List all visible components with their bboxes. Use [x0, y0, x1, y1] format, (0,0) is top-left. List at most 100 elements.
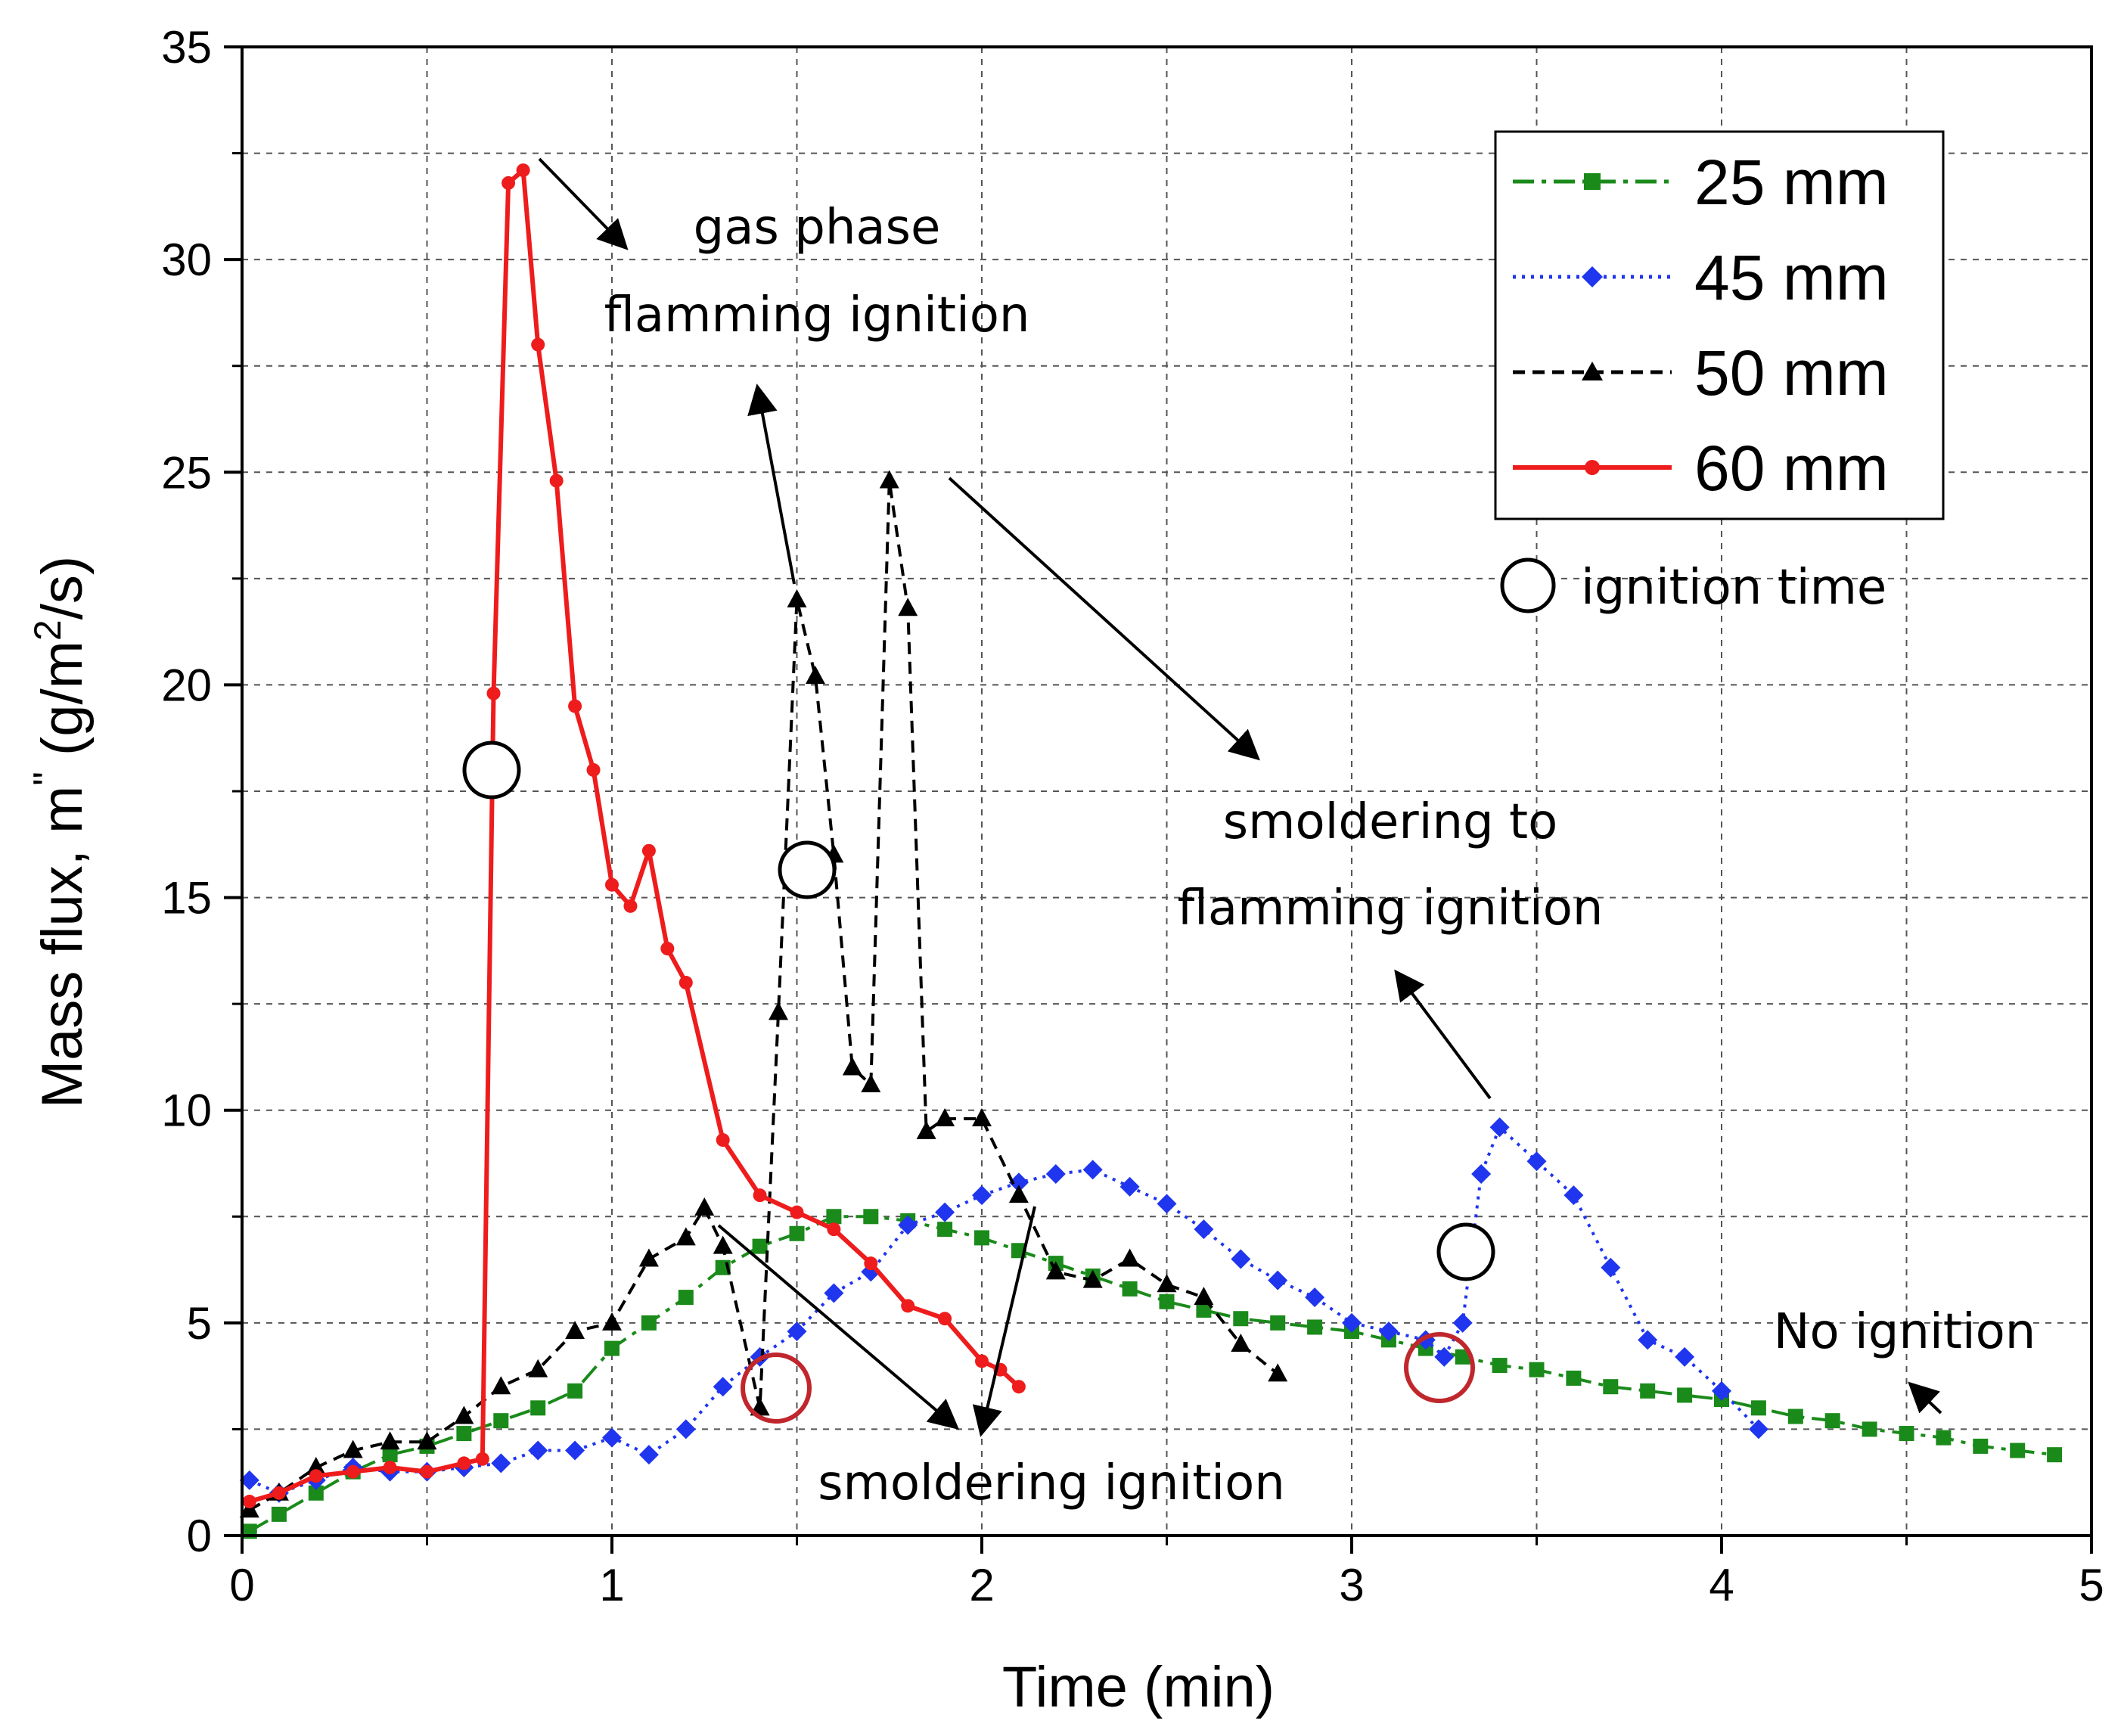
point-60mm: [383, 1461, 397, 1475]
legend-label-50mm: 50 mm: [1694, 337, 1889, 408]
point-60mm: [790, 1205, 804, 1219]
point-45mm: [1082, 1160, 1103, 1180]
y-axis-title-unit-close: /s): [30, 556, 95, 620]
point-60mm: [678, 976, 693, 990]
point-45mm: [1045, 1164, 1066, 1185]
y-axis-title-prime: ": [26, 772, 70, 785]
y-axis-title: Mass flux, m" (g/m2/s): [26, 556, 95, 1108]
ignition-circle-60mm: [462, 741, 521, 800]
point-60mm: [901, 1299, 915, 1313]
series-line-45mm: [248, 1126, 1760, 1495]
point-50mm: [1045, 1261, 1066, 1280]
point-25mm: [1824, 1413, 1840, 1429]
point-25mm: [1973, 1438, 1989, 1454]
point-45mm: [1342, 1312, 1362, 1333]
point-60mm: [586, 762, 601, 777]
legend-marker-25mm: [1584, 173, 1601, 190]
point-50mm: [602, 1312, 622, 1331]
y-tick-label: 30: [161, 234, 212, 285]
arrow-smoldering-to-1: [948, 477, 1260, 761]
point-50mm: [1008, 1185, 1029, 1203]
point-45mm: [1008, 1172, 1029, 1193]
point-45mm: [1194, 1219, 1214, 1240]
point-45mm: [1119, 1176, 1140, 1197]
point-25mm: [1640, 1383, 1656, 1399]
point-45mm: [528, 1440, 548, 1461]
x-tick-label: 2: [969, 1560, 994, 1610]
point-45mm: [1712, 1380, 1731, 1401]
x-tick-label: 3: [1339, 1560, 1364, 1610]
point-50mm: [769, 1002, 789, 1020]
point-50mm: [972, 1107, 992, 1126]
point-45mm: [1489, 1117, 1510, 1138]
y-tick-label: 20: [161, 660, 212, 710]
point-25mm: [1270, 1315, 1286, 1331]
point-25mm: [1750, 1400, 1766, 1416]
point-50mm: [713, 1235, 733, 1254]
point-25mm: [567, 1383, 583, 1399]
point-60mm: [549, 474, 564, 488]
x-tick-label: 5: [2079, 1560, 2104, 1610]
series-line-50mm: [248, 479, 1279, 1511]
ticks: 0 1 2 3 4 5 0 5 10 15 20 25 30 35: [161, 22, 2104, 1610]
arrow-smoldering-to-2: [1394, 969, 1492, 1100]
point-45mm: [972, 1185, 992, 1206]
point-50mm: [675, 1227, 696, 1246]
y-tick-label: 35: [161, 22, 212, 73]
y-tick-label: 25: [161, 447, 212, 498]
point-25mm: [382, 1447, 398, 1463]
annot-gas-phase-1: gas phase: [694, 200, 941, 256]
annot-gas-phase-2: flamming ignition: [604, 287, 1030, 343]
ignition-circle-50mm: [778, 840, 837, 899]
legend-marker-60mm: [1585, 460, 1600, 475]
point-25mm: [530, 1400, 546, 1416]
point-25mm: [604, 1340, 620, 1356]
annot-smoldering-to-1: smoldering to: [1223, 794, 1558, 850]
y-tick-label: 15: [161, 873, 212, 924]
legend-box: [1494, 130, 1945, 520]
point-45mm: [1452, 1312, 1473, 1333]
point-25mm: [678, 1290, 694, 1306]
point-45mm: [1378, 1321, 1399, 1342]
point-45mm: [565, 1440, 585, 1461]
arrow-no-ignition: [1908, 1381, 1942, 1415]
point-50mm: [417, 1431, 437, 1450]
point-25mm: [1787, 1408, 1803, 1424]
point-50mm: [306, 1457, 326, 1476]
ignition-time-legend-circle: [1500, 557, 1556, 613]
point-50mm: [842, 1057, 862, 1076]
arrow-gas-phase-1: [538, 157, 629, 250]
point-25mm: [493, 1413, 509, 1429]
point-45mm: [1157, 1194, 1177, 1214]
point-60mm: [660, 942, 675, 956]
point-25mm: [641, 1315, 657, 1331]
point-45mm: [898, 1215, 918, 1235]
legend: 25 mm 45 mm 50 mm 60 mm: [1494, 130, 1945, 520]
ignition-circle-45mm: [1436, 1222, 1495, 1281]
point-25mm: [1936, 1430, 1952, 1446]
point-25mm: [752, 1238, 768, 1254]
arrow-gas-phase-2: [747, 384, 796, 585]
point-45mm: [1748, 1419, 1768, 1439]
point-25mm: [2047, 1447, 2063, 1463]
point-45mm: [935, 1202, 955, 1222]
y-axis-title-main: Mass flux, m: [30, 786, 95, 1109]
y-tick-label: 5: [187, 1298, 212, 1349]
point-45mm: [1675, 1346, 1695, 1367]
point-50mm: [805, 666, 825, 685]
series-layer: [239, 163, 2063, 1539]
legend-label-45mm: 45 mm: [1694, 242, 1889, 313]
point-45mm: [1434, 1346, 1455, 1367]
point-45mm: [638, 1445, 659, 1465]
x-tick-label: 1: [599, 1560, 624, 1610]
point-50mm: [491, 1376, 511, 1395]
ignition-time-label: ignition time: [1581, 560, 1886, 616]
point-50mm: [694, 1197, 715, 1216]
point-25mm: [1159, 1293, 1175, 1309]
point-25mm: [1529, 1362, 1545, 1377]
point-45mm: [1601, 1257, 1621, 1278]
point-25mm: [789, 1225, 805, 1241]
x-tick-label: 4: [1709, 1560, 1734, 1610]
point-50mm: [454, 1405, 474, 1424]
annot-smoldering-to-2: flamming ignition: [1178, 880, 1604, 936]
